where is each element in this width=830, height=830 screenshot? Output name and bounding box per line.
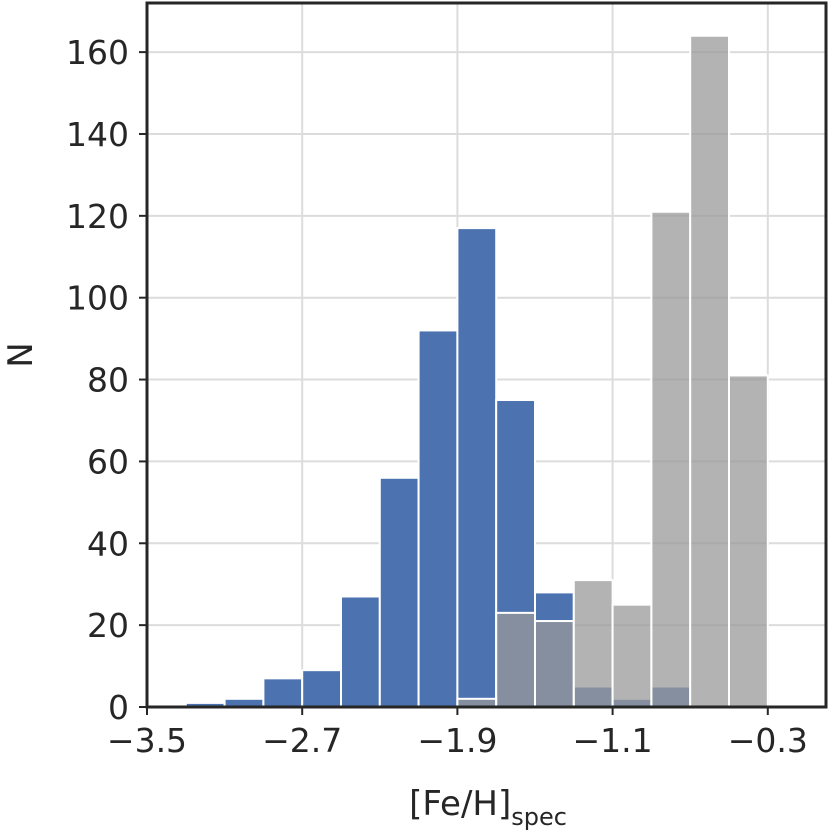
x-tick-label: −1.9 [417, 721, 497, 760]
x-axis-label-subscript: spec [511, 803, 567, 830]
y-tick-label: 100 [66, 279, 129, 318]
x-axis-label-main: [Fe/H] [409, 784, 511, 824]
x-axis-label: [Fe/H]spec [409, 784, 567, 830]
histogram-bar-series-2 [689, 34, 731, 708]
y-tick-label: 0 [108, 688, 129, 727]
y-tick-label: 40 [87, 524, 129, 563]
x-tick-label: −3.5 [107, 721, 187, 760]
y-tick-label: 60 [87, 442, 129, 481]
histogram-bar-series-2 [534, 620, 575, 708]
bars [184, 34, 769, 709]
x-tick-label: −1.1 [573, 721, 653, 760]
histogram-bar-series-2 [572, 579, 614, 708]
y-tick-label: 120 [66, 197, 129, 236]
plot-frame [145, 1, 828, 709]
x-tick-label: −2.7 [262, 721, 342, 760]
y-tick-label: 80 [87, 361, 129, 400]
histogram-bar-series-1 [378, 476, 420, 709]
histogram-bar-series-2 [728, 374, 769, 708]
histogram-bar-series-2 [611, 603, 653, 709]
y-tick-label: 20 [87, 606, 129, 645]
y-axis-label: N [1, 342, 41, 367]
x-tick-label: −0.3 [728, 721, 808, 760]
histogram-bar-series-1 [417, 329, 459, 708]
histogram-bar-series-1 [262, 677, 304, 708]
histogram-bar-series-1 [301, 669, 343, 708]
ticks: −3.5 −2.7 −1.9 −1.1 −0.3 0 20 40 60 80 100 120 140 16… [66, 33, 808, 760]
y-tick-label: 140 [66, 115, 129, 154]
histogram-bar-series-2 [650, 210, 692, 709]
histogram-bar-series-1 [456, 227, 498, 708]
histogram-bar-series-2 [495, 611, 537, 709]
histogram-bar-series-1 [340, 595, 381, 708]
y-tick-label: 160 [66, 33, 129, 72]
